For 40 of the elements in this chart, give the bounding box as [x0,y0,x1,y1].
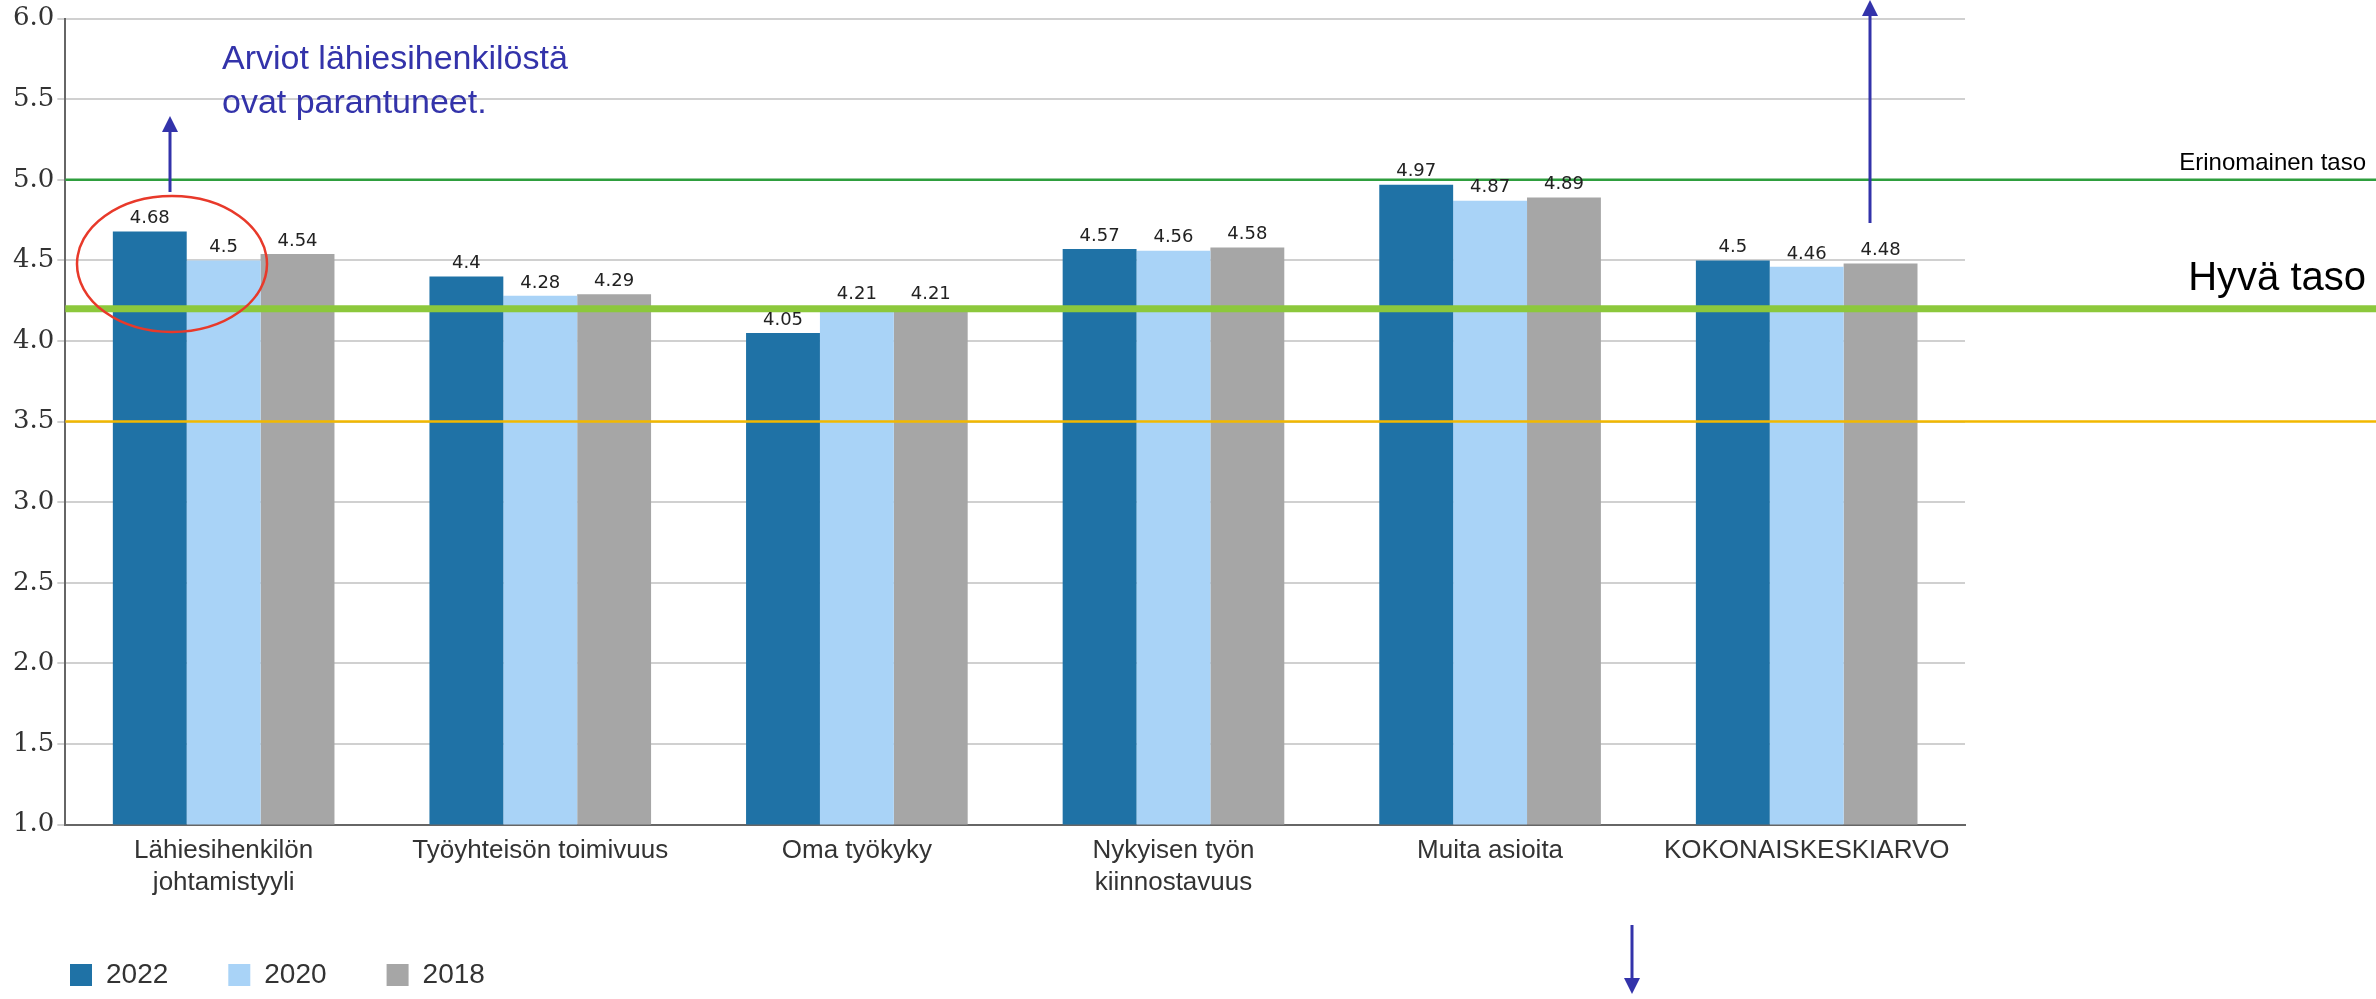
y-tick-label: 3.5 [12,404,55,435]
data-label: 4.87 [1470,175,1511,197]
y-tick-label: 3.0 [12,484,55,515]
y-tick-label: 1.0 [12,807,55,838]
y-tick-label: 4.0 [12,323,55,354]
data-label: 4.46 [1786,241,1827,263]
data-label: 4.5 [1718,235,1748,257]
data-label: 4.48 [1860,238,1901,260]
data-label: 4.5 [209,235,238,257]
y-tick-label: 5.0 [12,162,55,193]
data-label: 4.4 [452,251,481,273]
data-label: 4.54 [277,228,318,250]
y-tick-label: 5.5 [12,81,55,112]
data-label: 4.29 [594,268,635,290]
x-tick-label: Nykyisen työn kiinnostavuus [1092,834,1255,896]
y-tick-label: 2.0 [12,646,55,677]
y-tick-label: 1.5 [12,726,55,757]
x-tick-label: Työyhteisön toimivuus [412,834,669,865]
data-label: 4.58 [1227,222,1268,244]
data-label: 4.57 [1079,223,1120,245]
x-tick-label: Lähiesihenkilön johtamistyyli [134,834,314,896]
y-tick-label: 4.5 [12,243,55,274]
y-tick-label: 6.0 [12,1,55,32]
x-tick-label: Oma työkyky [781,834,932,865]
data-label: 4.28 [520,270,561,292]
data-label: 4.56 [1153,225,1194,247]
data-label: 4.68 [129,206,170,228]
legend-label: 2020 [264,957,327,989]
data-label: 4.97 [1396,159,1437,181]
legend-label: 2018 [422,957,485,989]
legend-label: 2022 [106,957,169,989]
ref-line-label: Hyvä taso [2188,253,2366,298]
data-label: 4.21 [836,281,877,303]
annotation: Arviot lähiesihenkilöstä ovat parantuneet. [222,38,568,121]
ref-line-label: Erinomainen taso [2179,148,2366,176]
data-label: 4.21 [910,281,951,303]
x-tick-label: KOKONAISKESKIARVO [1663,834,1950,865]
data-label: 4.05 [762,307,804,329]
y-tick-label: 2.5 [12,565,55,596]
x-tick-label: Muita asioita [1417,834,1564,865]
